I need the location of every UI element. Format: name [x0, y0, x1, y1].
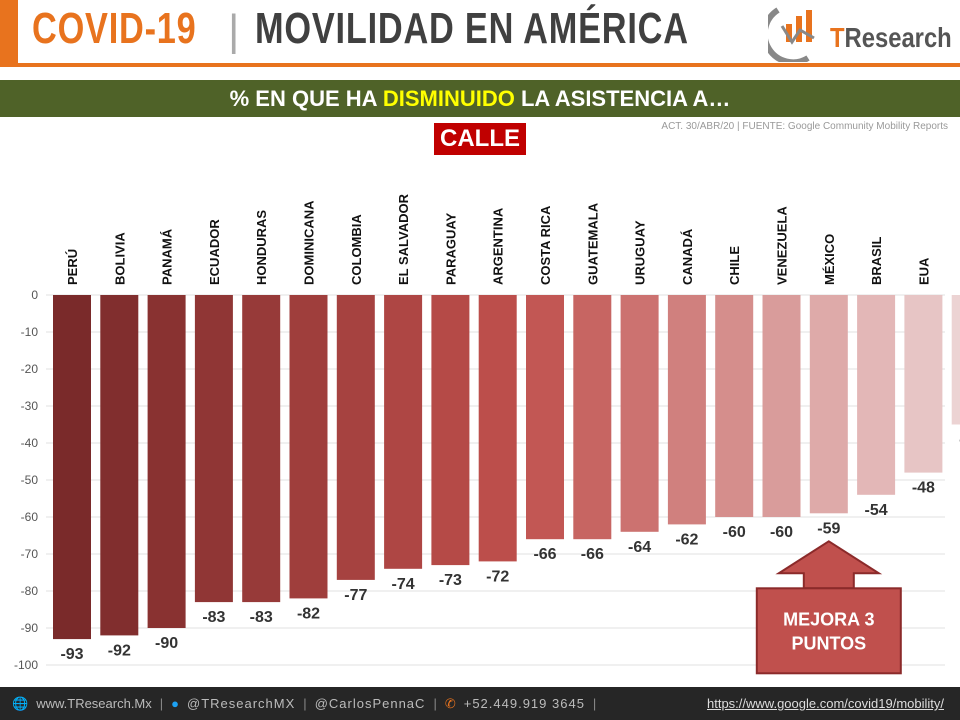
- annotation-text: PUNTOS: [791, 633, 866, 653]
- title-separator: |: [228, 6, 240, 55]
- x-tick-label: ECUADOR: [207, 219, 222, 285]
- twitter-icon: ●: [171, 696, 180, 711]
- data-label: -60: [770, 524, 793, 541]
- accent-bar: [0, 0, 18, 64]
- y-tick-label: -70: [21, 547, 39, 561]
- data-label: -73: [439, 572, 462, 589]
- data-label: -62: [675, 531, 698, 548]
- bar: [573, 295, 612, 540]
- y-tick-label: 0: [31, 288, 38, 302]
- bar: [620, 295, 659, 532]
- footer-divider: |: [159, 696, 164, 711]
- x-tick-label: BOLIVIA: [112, 232, 127, 285]
- footer-handle[interactable]: @CarlosPennaC: [314, 696, 426, 711]
- bar: [289, 295, 328, 599]
- y-tick-label: -10: [21, 325, 39, 339]
- x-tick-label: PERÚ: [65, 249, 80, 285]
- annotation-text: MEJORA 3: [783, 609, 874, 629]
- x-tick-label: GUATEMALA: [585, 202, 600, 285]
- phone-icon: ✆: [444, 696, 456, 711]
- bar: [147, 295, 186, 628]
- x-tick-label: CANADÁ: [680, 228, 695, 285]
- y-tick-label: -30: [21, 399, 39, 413]
- x-tick-label: VENEZUELA: [775, 206, 790, 285]
- data-label: -74: [392, 576, 415, 593]
- footer-twitter[interactable]: @TResearchMX: [187, 696, 296, 711]
- footer-divider: |: [592, 696, 597, 711]
- bar: [857, 295, 896, 495]
- globe-icon: 🌐: [12, 696, 29, 711]
- y-tick-label: -80: [21, 584, 39, 598]
- x-tick-label: DOMINICANA: [302, 200, 317, 285]
- bar: [194, 295, 233, 603]
- bar: [762, 295, 801, 517]
- x-tick-label: COLOMBIA: [349, 214, 364, 285]
- bar-chart: 0 -10 -20 -30 -40 -50 -60 -70 -80 -90 -100 -93 PERÚ -…: [14, 193, 960, 675]
- bar: [951, 295, 960, 425]
- data-label: -90: [155, 635, 178, 652]
- data-label: -83: [250, 609, 273, 626]
- bar: [667, 295, 706, 525]
- x-tick-label: ARGENTINA: [491, 207, 506, 285]
- data-label: -66: [581, 546, 604, 563]
- x-tick-label: PANAMÁ: [160, 228, 175, 285]
- x-tick-label: CHILE: [727, 246, 742, 285]
- x-tick-label: EL SALVADOR: [396, 193, 411, 285]
- annotation-box: [755, 587, 902, 675]
- data-label: -54: [865, 502, 888, 519]
- data-label: -48: [912, 480, 935, 497]
- data-label: -72: [486, 568, 509, 585]
- bar: [478, 295, 517, 562]
- bar: [904, 295, 943, 473]
- bar: [53, 295, 91, 640]
- y-tick-label: -60: [21, 510, 39, 524]
- x-tick-label: MÉXICO: [822, 234, 837, 285]
- y-tick-label: -90: [21, 621, 39, 635]
- category-badge: CALLE: [434, 123, 526, 155]
- data-label: -66: [533, 546, 556, 563]
- data-label: -83: [202, 609, 225, 626]
- bar: [715, 295, 754, 517]
- title-covid: COVID-19: [32, 4, 197, 53]
- bar: [384, 295, 423, 569]
- data-label: -82: [297, 605, 320, 622]
- footer: 🌐 www.TResearch.Mx | ● @TResearchMX | @Car…: [0, 687, 960, 720]
- data-label: -77: [344, 587, 367, 604]
- bar: [809, 295, 848, 514]
- y-tick-label: -20: [21, 362, 39, 376]
- bar: [336, 295, 375, 580]
- footer-phone: +52.449.919 3645: [463, 696, 585, 711]
- logo-text: TResearch: [830, 22, 952, 53]
- logo-chart-icon: [761, 7, 815, 66]
- data-label: -93: [60, 646, 83, 663]
- data-label: -60: [723, 524, 746, 541]
- footer-divider: |: [433, 696, 437, 711]
- x-tick-label: PARAGUAY: [443, 212, 458, 285]
- header: COVID-19 | MOVILIDAD EN AMÉRICA TResearc…: [0, 0, 960, 67]
- x-tick-label: HONDURAS: [254, 210, 269, 285]
- bar: [526, 295, 564, 540]
- y-tick-label: -50: [21, 473, 39, 487]
- footer-url[interactable]: https://www.google.com/covid19/mobility/: [707, 696, 944, 711]
- data-label: -92: [108, 642, 131, 659]
- subtitle-band: % EN QUE HA DISMINUIDO LA ASISTENCIA A…: [0, 80, 960, 117]
- y-tick-label: -40: [21, 436, 39, 450]
- annotation-arrow: [775, 540, 883, 590]
- bar: [100, 295, 139, 636]
- footer-web[interactable]: www.TResearch.Mx: [36, 696, 152, 711]
- footer-divider: |: [303, 696, 307, 711]
- header-underline: [0, 63, 960, 67]
- y-tick-label: -100: [14, 658, 38, 672]
- title-main: MOVILIDAD EN AMÉRICA: [255, 4, 689, 53]
- bar: [242, 295, 281, 603]
- x-tick-label: EUA: [916, 257, 931, 285]
- bar: [431, 295, 470, 566]
- source-note: ACT. 30/ABR/20 | FUENTE: Google Communit…: [661, 121, 948, 132]
- tresearch-logo: TResearch: [761, 2, 958, 66]
- data-label: -64: [628, 539, 651, 556]
- data-label: -59: [817, 520, 840, 537]
- x-tick-label: COSTA RICA: [538, 205, 553, 285]
- x-tick-label: BRASIL: [869, 237, 884, 285]
- x-tick-label: URUGUAY: [633, 220, 648, 285]
